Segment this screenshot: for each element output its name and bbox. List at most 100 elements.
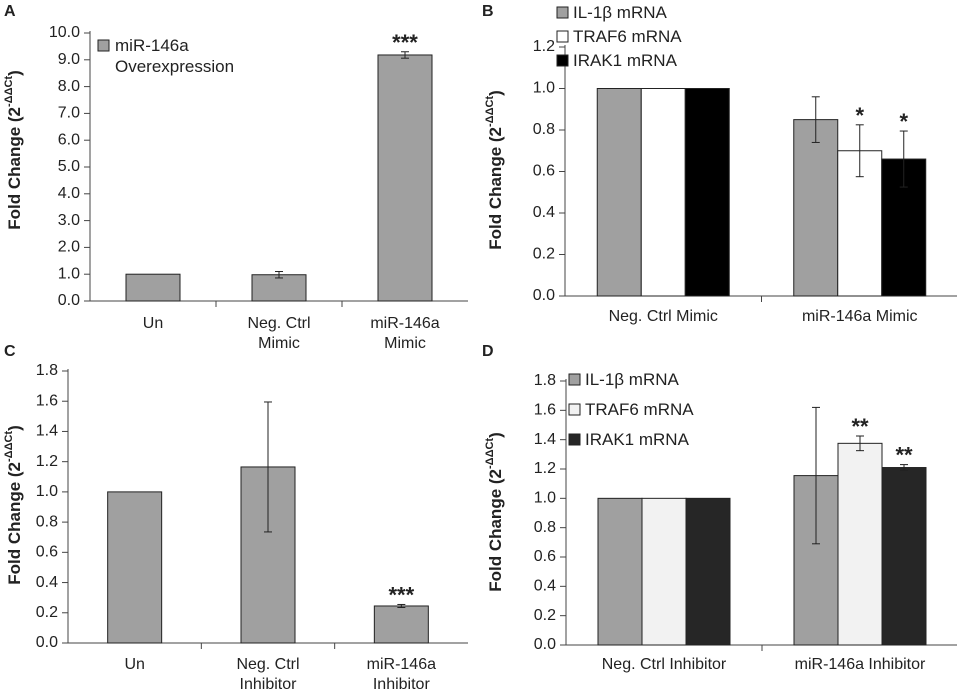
panel-d: D Fold Change (2-ΔΔCt) 0.0 0.2 0.4 0.6 0.8 1.0 1… (482, 343, 957, 673)
y-title-text: Fold Change (2 (486, 469, 505, 592)
y-tick-label: 5.0 (58, 158, 80, 175)
category-label: miR-146a Mimic (802, 308, 918, 325)
y-tick-label: 0.4 (533, 204, 555, 221)
panel-letter: C (4, 343, 16, 360)
panel-letter: D (482, 343, 494, 360)
legend-label: IRAK1 mRNA (585, 430, 690, 449)
bar (597, 497, 643, 646)
significance-mark: *** (388, 582, 414, 607)
bar (641, 497, 687, 646)
significance-mark: * (855, 103, 864, 128)
legend-label: IRAK1 mRNA (573, 51, 678, 70)
y-axis-title: Fold Change (2-ΔΔCt) (484, 432, 506, 592)
legend-swatch (568, 433, 581, 446)
legend-label: TRAF6 mRNA (585, 400, 694, 419)
y-tick-label: 0.8 (534, 519, 556, 536)
y-title-text: Fold Change (2 (5, 462, 24, 585)
legend-swatch (97, 39, 110, 52)
category-label: Neg. Ctrl Mimic (609, 308, 718, 325)
y-tick-label: 1.0 (36, 483, 58, 500)
y-tick-label: 6.0 (58, 131, 80, 148)
legend-label: TRAF6 mRNA (573, 27, 682, 46)
bar (125, 273, 181, 302)
y-tick-label: 0.0 (58, 292, 80, 309)
panel-letter: B (482, 3, 494, 20)
bar (107, 491, 163, 644)
legend-swatch (556, 54, 569, 67)
y-tick-label: 1.2 (534, 460, 556, 477)
panel-a: A Fold Change (2-ΔΔCt) 0.0 1.0 2.0 3.0 4.0 5.0 6… (3, 3, 468, 352)
category-label: Un (124, 656, 144, 673)
y-tick-label: 1.8 (36, 362, 58, 379)
category-label: miR-146a Inhibitor (795, 656, 926, 673)
y-tick-label: 0.0 (534, 636, 556, 653)
y-tick-label: 1.2 (36, 453, 58, 470)
y-tick-label: 0.0 (36, 634, 58, 651)
y-tick-label: 1.6 (36, 392, 58, 409)
bar (684, 88, 730, 297)
bar (251, 274, 307, 302)
y-title-superscript: -ΔΔCt (484, 438, 496, 469)
y-tick-label: 1.4 (36, 423, 58, 440)
y-tick-label: 0.2 (534, 607, 556, 624)
category-label: Inhibitor (373, 676, 431, 693)
y-tick-label: 0.0 (533, 287, 555, 304)
bar (640, 88, 686, 297)
y-tick-label: 0.6 (533, 163, 555, 180)
legend-label: IL-1β mRNA (585, 370, 680, 389)
significance-mark: ** (895, 443, 913, 468)
panel-c: C Fold Change (2-ΔΔCt) 0.0 0.2 0.4 0.6 0.8 1.0 1… (3, 343, 468, 693)
category-label: Inhibitor (240, 676, 298, 693)
y-tick-label: 1.4 (534, 431, 556, 448)
y-tick-label: 0.4 (36, 574, 58, 591)
y-tick-label: 1.0 (58, 265, 80, 282)
legend-swatch (568, 373, 581, 386)
y-title-close: ) (5, 70, 24, 76)
category-label: Neg. Ctrl Inhibitor (602, 656, 727, 673)
category-label: Neg. Ctrl (236, 656, 299, 673)
y-tick-label: 0.2 (533, 246, 555, 263)
y-tick-label: 2.0 (58, 239, 80, 256)
significance-mark: ** (851, 414, 869, 439)
panel-b: B Fold Change (2-ΔΔCt) 0.0 0.2 0.4 0.6 0.8 1.0 1… (482, 3, 957, 325)
y-tick-label: 4.0 (58, 185, 80, 202)
y-axis-title: Fold Change (2-ΔΔCt) (484, 90, 506, 250)
y-tick-label: 1.0 (533, 80, 555, 97)
y-tick-label: 0.6 (36, 544, 58, 561)
y-title-superscript: -ΔΔCt (3, 76, 15, 107)
category-label: Neg. Ctrl (247, 315, 310, 332)
y-title-superscript: -ΔΔCt (484, 96, 496, 127)
bar (793, 119, 839, 297)
legend-label: miR-146a (115, 36, 189, 55)
y-tick-label: 7.0 (58, 105, 80, 122)
y-axis-title: Fold Change (2-ΔΔCt) (3, 70, 25, 230)
y-title-close: ) (5, 425, 24, 431)
y-title-close: ) (486, 432, 505, 438)
category-label: miR-146a (370, 315, 439, 332)
y-tick-label: 3.0 (58, 212, 80, 229)
category-label: Un (143, 315, 163, 332)
bar (881, 467, 927, 646)
y-tick-label: 0.4 (534, 578, 556, 595)
category-label: Mimic (258, 335, 300, 352)
y-title-text: Fold Change (2 (5, 107, 24, 230)
legend-swatch (556, 30, 569, 43)
legend-label: Overexpression (115, 57, 234, 76)
y-tick-label: 1.2 (533, 38, 555, 55)
y-tick-label: 0.6 (534, 548, 556, 565)
significance-mark: *** (392, 30, 418, 55)
panel-letter: A (4, 3, 16, 20)
y-tick-label: 1.0 (534, 490, 556, 507)
legend-label: IL-1β mRNA (573, 3, 668, 22)
y-title-close: ) (486, 90, 505, 96)
y-tick-label: 0.8 (533, 121, 555, 138)
y-tick-label: 9.0 (58, 51, 80, 68)
y-tick-label: 1.8 (534, 372, 556, 389)
y-tick-label: 10.0 (49, 24, 80, 41)
legend-swatch (556, 6, 569, 19)
bar (837, 442, 883, 646)
bar (373, 605, 429, 644)
bar (377, 54, 433, 302)
y-tick-label: 8.0 (58, 78, 80, 95)
